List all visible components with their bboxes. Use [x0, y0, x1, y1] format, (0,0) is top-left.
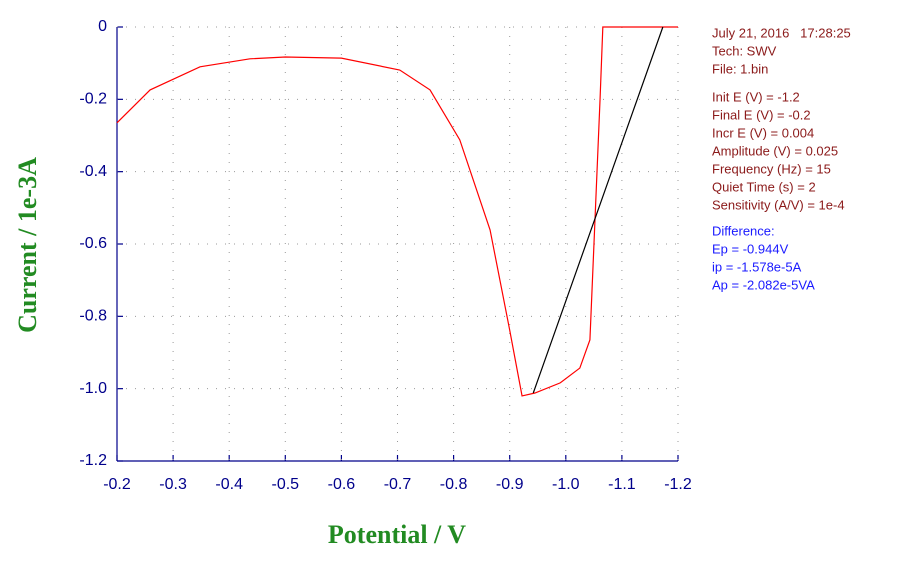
data-line — [116, 26, 678, 397]
data-line — [532, 26, 664, 394]
y-tick-label: -0.2 — [79, 91, 107, 108]
y-axis-title: Current / 1e-3A — [13, 157, 42, 333]
x-tick-label: -0.6 — [328, 476, 356, 493]
parameter-line: Incr E (V) = 0.004 — [712, 125, 814, 140]
parameter-line: Quiet Time (s) = 2 — [712, 179, 816, 194]
x-tick-label: -1.0 — [552, 476, 580, 493]
x-tick-label: -0.8 — [440, 476, 468, 493]
info-line: Tech: SWV — [712, 43, 777, 58]
x-tick-label: -0.4 — [215, 476, 243, 493]
x-tick-label: -1.1 — [608, 476, 636, 493]
y-tick-label: -1.2 — [79, 452, 107, 469]
y-tick-label: -0.8 — [79, 308, 107, 325]
parameter-line: Final E (V) = -0.2 — [712, 107, 811, 122]
difference-line: Difference: — [712, 223, 775, 238]
x-tick-label: -0.9 — [496, 476, 524, 493]
x-tick-label: -0.3 — [159, 476, 187, 493]
difference-line: Ap = -2.082e-5VA — [712, 277, 815, 292]
x-tick-label: -0.7 — [384, 476, 412, 493]
info-line: File: 1.bin — [712, 61, 768, 76]
info-line: July 21, 2016 17:28:25 — [712, 25, 851, 40]
y-tick-label: -0.6 — [79, 235, 107, 252]
difference-line: ip = -1.578e-5A — [712, 259, 802, 274]
parameter-line: Frequency (Hz) = 15 — [712, 161, 831, 176]
x-tick-label: -0.5 — [272, 476, 300, 493]
x-tick-label: -1.2 — [664, 476, 692, 493]
y-tick-label: 0 — [98, 18, 107, 35]
difference-line: Ep = -0.944V — [712, 241, 789, 256]
parameter-line: Sensitivity (A/V) = 1e-4 — [712, 197, 845, 212]
x-tick-label: -0.2 — [103, 476, 131, 493]
y-tick-label: -0.4 — [79, 163, 107, 180]
y-tick-label: -1.0 — [79, 380, 107, 397]
x-axis-title: Potential / V — [328, 520, 466, 549]
parameter-line: Amplitude (V) = 0.025 — [712, 143, 838, 158]
parameter-line: Init E (V) = -1.2 — [712, 89, 800, 104]
